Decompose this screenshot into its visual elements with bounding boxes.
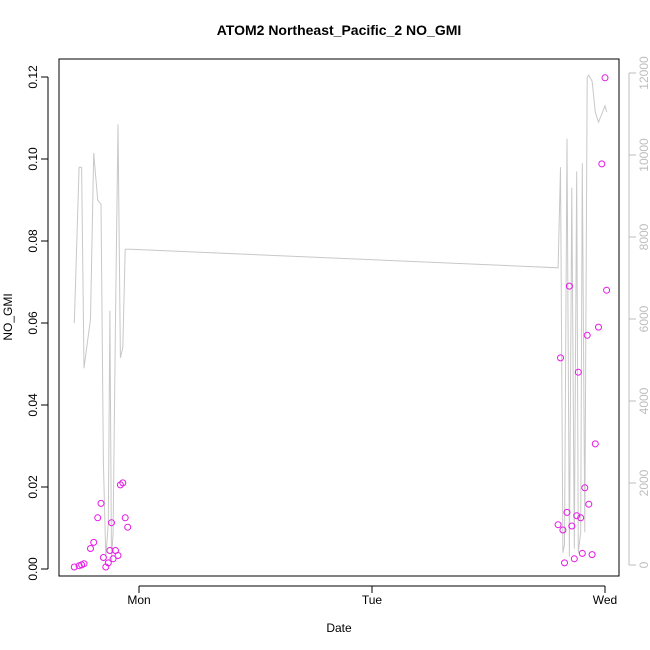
data-point	[99, 554, 107, 561]
bottom-axis-tick-label: Mon	[127, 593, 150, 607]
right-axis-tick-label: 4000	[637, 387, 650, 414]
data-point	[588, 551, 596, 559]
data-point	[574, 368, 582, 376]
data-point	[603, 286, 611, 294]
data-point	[568, 522, 576, 530]
data-point	[595, 323, 602, 331]
right-axis-tick-label: 8000	[637, 223, 650, 250]
data-point	[124, 523, 132, 531]
line-series	[73, 74, 608, 561]
data-point	[119, 479, 127, 487]
data-point	[108, 519, 115, 527]
data-point	[90, 538, 98, 546]
y-axis-label: NO_GMI	[1, 293, 15, 340]
data-point	[70, 563, 78, 571]
data-point	[583, 331, 591, 339]
data-point	[109, 555, 117, 563]
data-point	[87, 545, 94, 552]
right-axis-tick-label: 10000	[637, 138, 650, 172]
left-axis-tick-label: 0.12	[26, 65, 40, 89]
chart-title: ATOM2 Northeast_Pacific_2 NO_GMI	[217, 22, 462, 38]
data-point	[561, 559, 568, 567]
data-point	[114, 552, 122, 559]
right-axis: 0 2000 4000 6000 8000 10000 12000	[628, 56, 650, 568]
left-axis-tick-label: 0.04	[26, 393, 40, 417]
data-point	[94, 514, 102, 522]
right-axis-tick-label: 12000	[637, 56, 650, 90]
bottom-axis: Mon Tue Wed	[127, 585, 617, 607]
data-point	[573, 512, 581, 520]
right-axis-tick-label: 2000	[637, 469, 650, 496]
left-axis-tick-label: 0.08	[26, 229, 40, 253]
data-point	[563, 508, 571, 516]
left-axis-tick-label: 0.06	[26, 311, 40, 335]
data-point	[591, 440, 599, 448]
left-axis: 0.00 0.02 0.04 0.06 0.08 0.10 0.12	[26, 65, 49, 581]
data-point	[104, 559, 112, 567]
data-point	[601, 74, 609, 82]
left-axis-tick-label: 0.10	[26, 147, 40, 171]
data-point	[554, 521, 562, 529]
left-axis-tick-label: 0.02	[26, 475, 40, 499]
data-point	[121, 514, 129, 522]
data-point	[577, 514, 585, 522]
data-point	[578, 549, 586, 557]
data-point	[557, 354, 564, 362]
data-point	[97, 499, 105, 507]
data-point	[80, 560, 88, 568]
data-point	[570, 555, 578, 563]
data-point	[559, 526, 567, 534]
plot-frame	[58, 58, 620, 577]
data-point	[598, 160, 606, 168]
x-axis-label: Date	[326, 621, 352, 635]
right-axis-tick-label: 0	[637, 561, 650, 568]
line-series-path	[73, 74, 608, 561]
bottom-axis-tick-label: Tue	[362, 593, 383, 607]
data-point	[585, 500, 593, 508]
data-point	[581, 484, 589, 492]
bottom-axis-tick-label: Wed	[593, 593, 617, 607]
data-point	[565, 282, 573, 290]
right-axis-tick-label: 6000	[637, 305, 650, 332]
left-axis-tick-label: 0.00	[26, 557, 40, 581]
point-series	[70, 74, 611, 571]
